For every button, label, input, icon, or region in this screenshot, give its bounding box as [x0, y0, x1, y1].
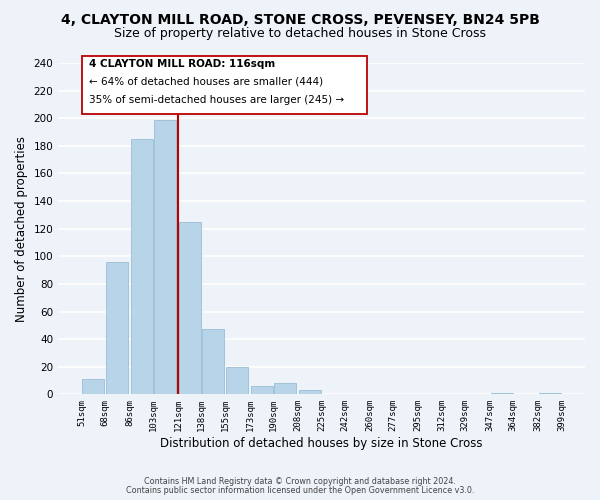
- FancyBboxPatch shape: [82, 56, 367, 114]
- Bar: [226, 366, 248, 394]
- Text: Size of property relative to detached houses in Stone Cross: Size of property relative to detached ho…: [114, 28, 486, 40]
- Y-axis label: Number of detached properties: Number of detached properties: [15, 136, 28, 322]
- Bar: [131, 139, 152, 394]
- Bar: [539, 393, 561, 394]
- Text: 4, CLAYTON MILL ROAD, STONE CROSS, PEVENSEY, BN24 5PB: 4, CLAYTON MILL ROAD, STONE CROSS, PEVEN…: [61, 12, 539, 26]
- Bar: [491, 393, 512, 394]
- Bar: [106, 262, 128, 394]
- Text: 4 CLAYTON MILL ROAD: 116sqm: 4 CLAYTON MILL ROAD: 116sqm: [89, 59, 275, 69]
- Bar: [274, 384, 296, 394]
- Text: Contains public sector information licensed under the Open Government Licence v3: Contains public sector information licen…: [126, 486, 474, 495]
- X-axis label: Distribution of detached houses by size in Stone Cross: Distribution of detached houses by size …: [160, 437, 483, 450]
- Bar: [202, 330, 224, 394]
- Text: Contains HM Land Registry data © Crown copyright and database right 2024.: Contains HM Land Registry data © Crown c…: [144, 477, 456, 486]
- Bar: [299, 390, 321, 394]
- Bar: [154, 120, 176, 394]
- Text: 35% of semi-detached houses are larger (245) →: 35% of semi-detached houses are larger (…: [89, 95, 344, 105]
- Bar: [251, 386, 272, 394]
- Bar: [82, 379, 104, 394]
- Text: ← 64% of detached houses are smaller (444): ← 64% of detached houses are smaller (44…: [89, 77, 323, 87]
- Bar: [179, 222, 201, 394]
